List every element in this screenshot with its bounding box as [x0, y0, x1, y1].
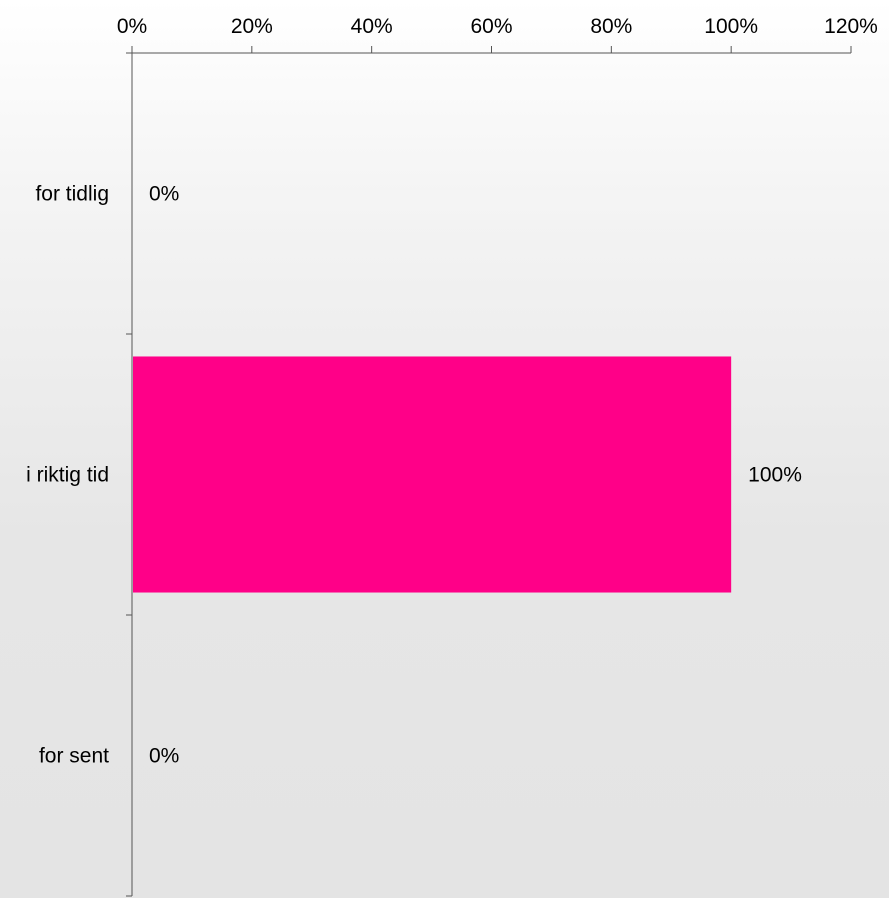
x-tick-label: 0%	[117, 15, 147, 38]
data-labels: 0% 100% 0%	[149, 183, 802, 768]
x-axis-ticks: 0% 20% 40% 60% 80% 100% 120%	[117, 15, 878, 53]
category-label: for tidlig	[35, 183, 109, 206]
x-tick-label: 100%	[704, 15, 758, 38]
bar	[133, 356, 732, 593]
category-label: for sent	[39, 745, 109, 768]
y-axis-category-labels: for tidlig i riktig tid for sent	[26, 183, 109, 768]
x-tick-label: 80%	[590, 15, 632, 38]
x-tick-label: 20%	[231, 15, 273, 38]
category-label: i riktig tid	[26, 464, 109, 487]
x-tick-label: 60%	[470, 15, 512, 38]
x-tick-label: 40%	[351, 15, 393, 38]
data-label: 100%	[748, 464, 802, 487]
data-label: 0%	[149, 745, 179, 768]
chart-bars	[133, 356, 732, 593]
x-tick-label: 120%	[824, 15, 878, 38]
data-label: 0%	[149, 183, 179, 206]
